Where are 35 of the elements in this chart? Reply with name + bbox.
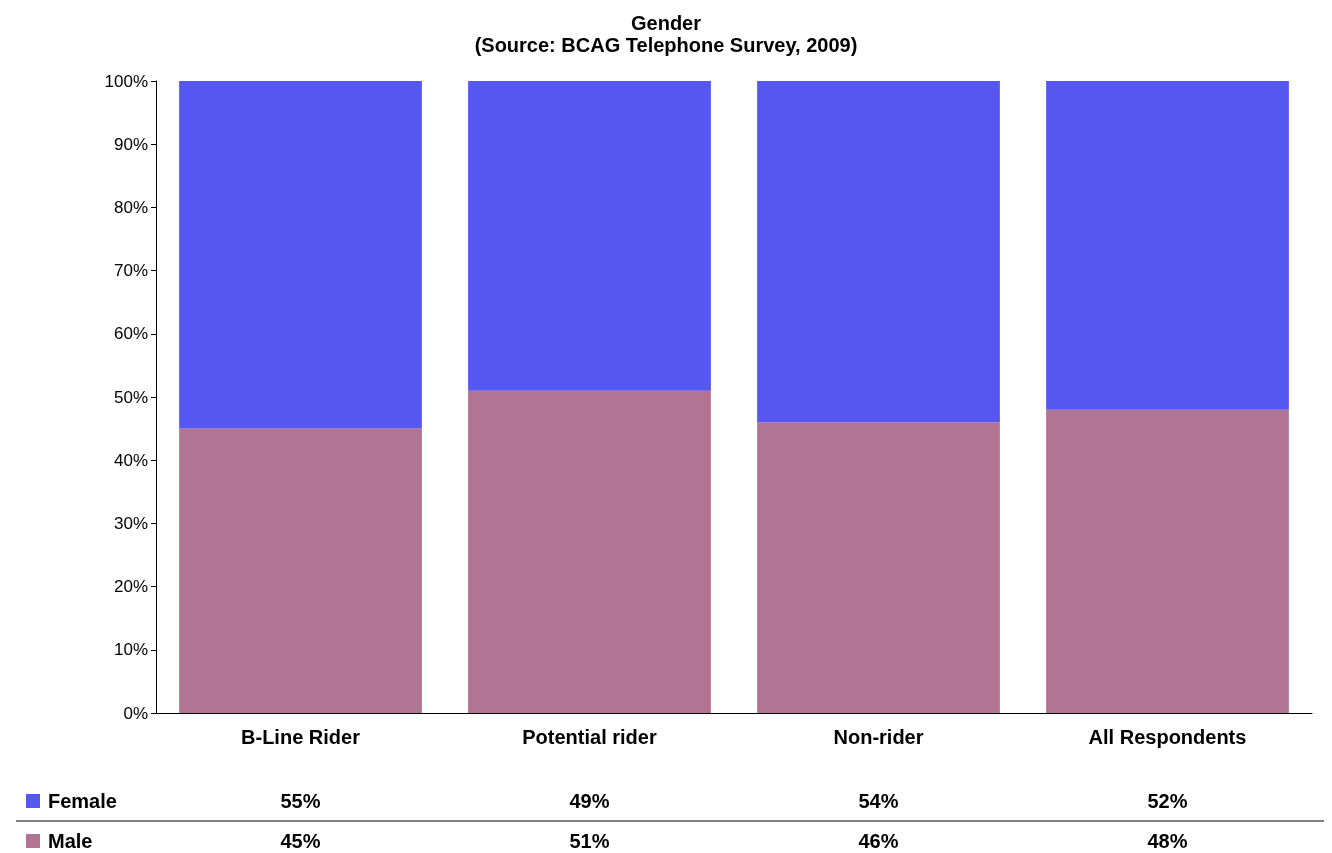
data-label: 49% xyxy=(569,790,610,812)
bar xyxy=(1046,81,1289,410)
x-tick-label: B-Line Rider xyxy=(241,726,361,748)
x-tick-label: All Respondents xyxy=(1088,726,1247,748)
chart-title: Gender xyxy=(630,12,702,34)
bar xyxy=(757,422,1000,713)
y-tick-label: 10% xyxy=(113,640,148,660)
y-tick-label: 80% xyxy=(113,197,148,217)
y-tick-label: 100% xyxy=(104,71,148,91)
y-tick-label: 40% xyxy=(113,450,148,470)
x-tick-label: Potential rider xyxy=(522,726,657,748)
y-tick-label: 0% xyxy=(123,703,148,723)
bar xyxy=(1046,409,1289,713)
y-tick-label: 90% xyxy=(113,134,148,154)
data-label: 46% xyxy=(858,830,899,852)
y-tick-label: 30% xyxy=(113,513,148,533)
y-tick-label: 50% xyxy=(113,387,148,407)
data-label: 51% xyxy=(569,830,610,852)
bar xyxy=(757,81,1000,423)
data-label: 52% xyxy=(1147,790,1188,812)
data-label: 48% xyxy=(1147,830,1188,852)
legend-label: Female xyxy=(48,790,117,812)
x-tick-label: Non-rider xyxy=(833,726,924,748)
bar xyxy=(468,81,711,391)
legend-label: Male xyxy=(48,830,93,852)
bar xyxy=(179,81,422,429)
data-label: 45% xyxy=(280,830,321,852)
y-tick-label: 60% xyxy=(113,324,148,344)
bar xyxy=(179,428,422,713)
data-label: 54% xyxy=(858,790,899,812)
data-label: 55% xyxy=(280,790,321,812)
y-tick-label: 20% xyxy=(113,577,148,597)
bar xyxy=(468,390,711,713)
y-tick-label: 70% xyxy=(113,261,148,281)
chart-subtitle: (Source: BCAG Telephone Survey, 2009) xyxy=(474,34,858,56)
